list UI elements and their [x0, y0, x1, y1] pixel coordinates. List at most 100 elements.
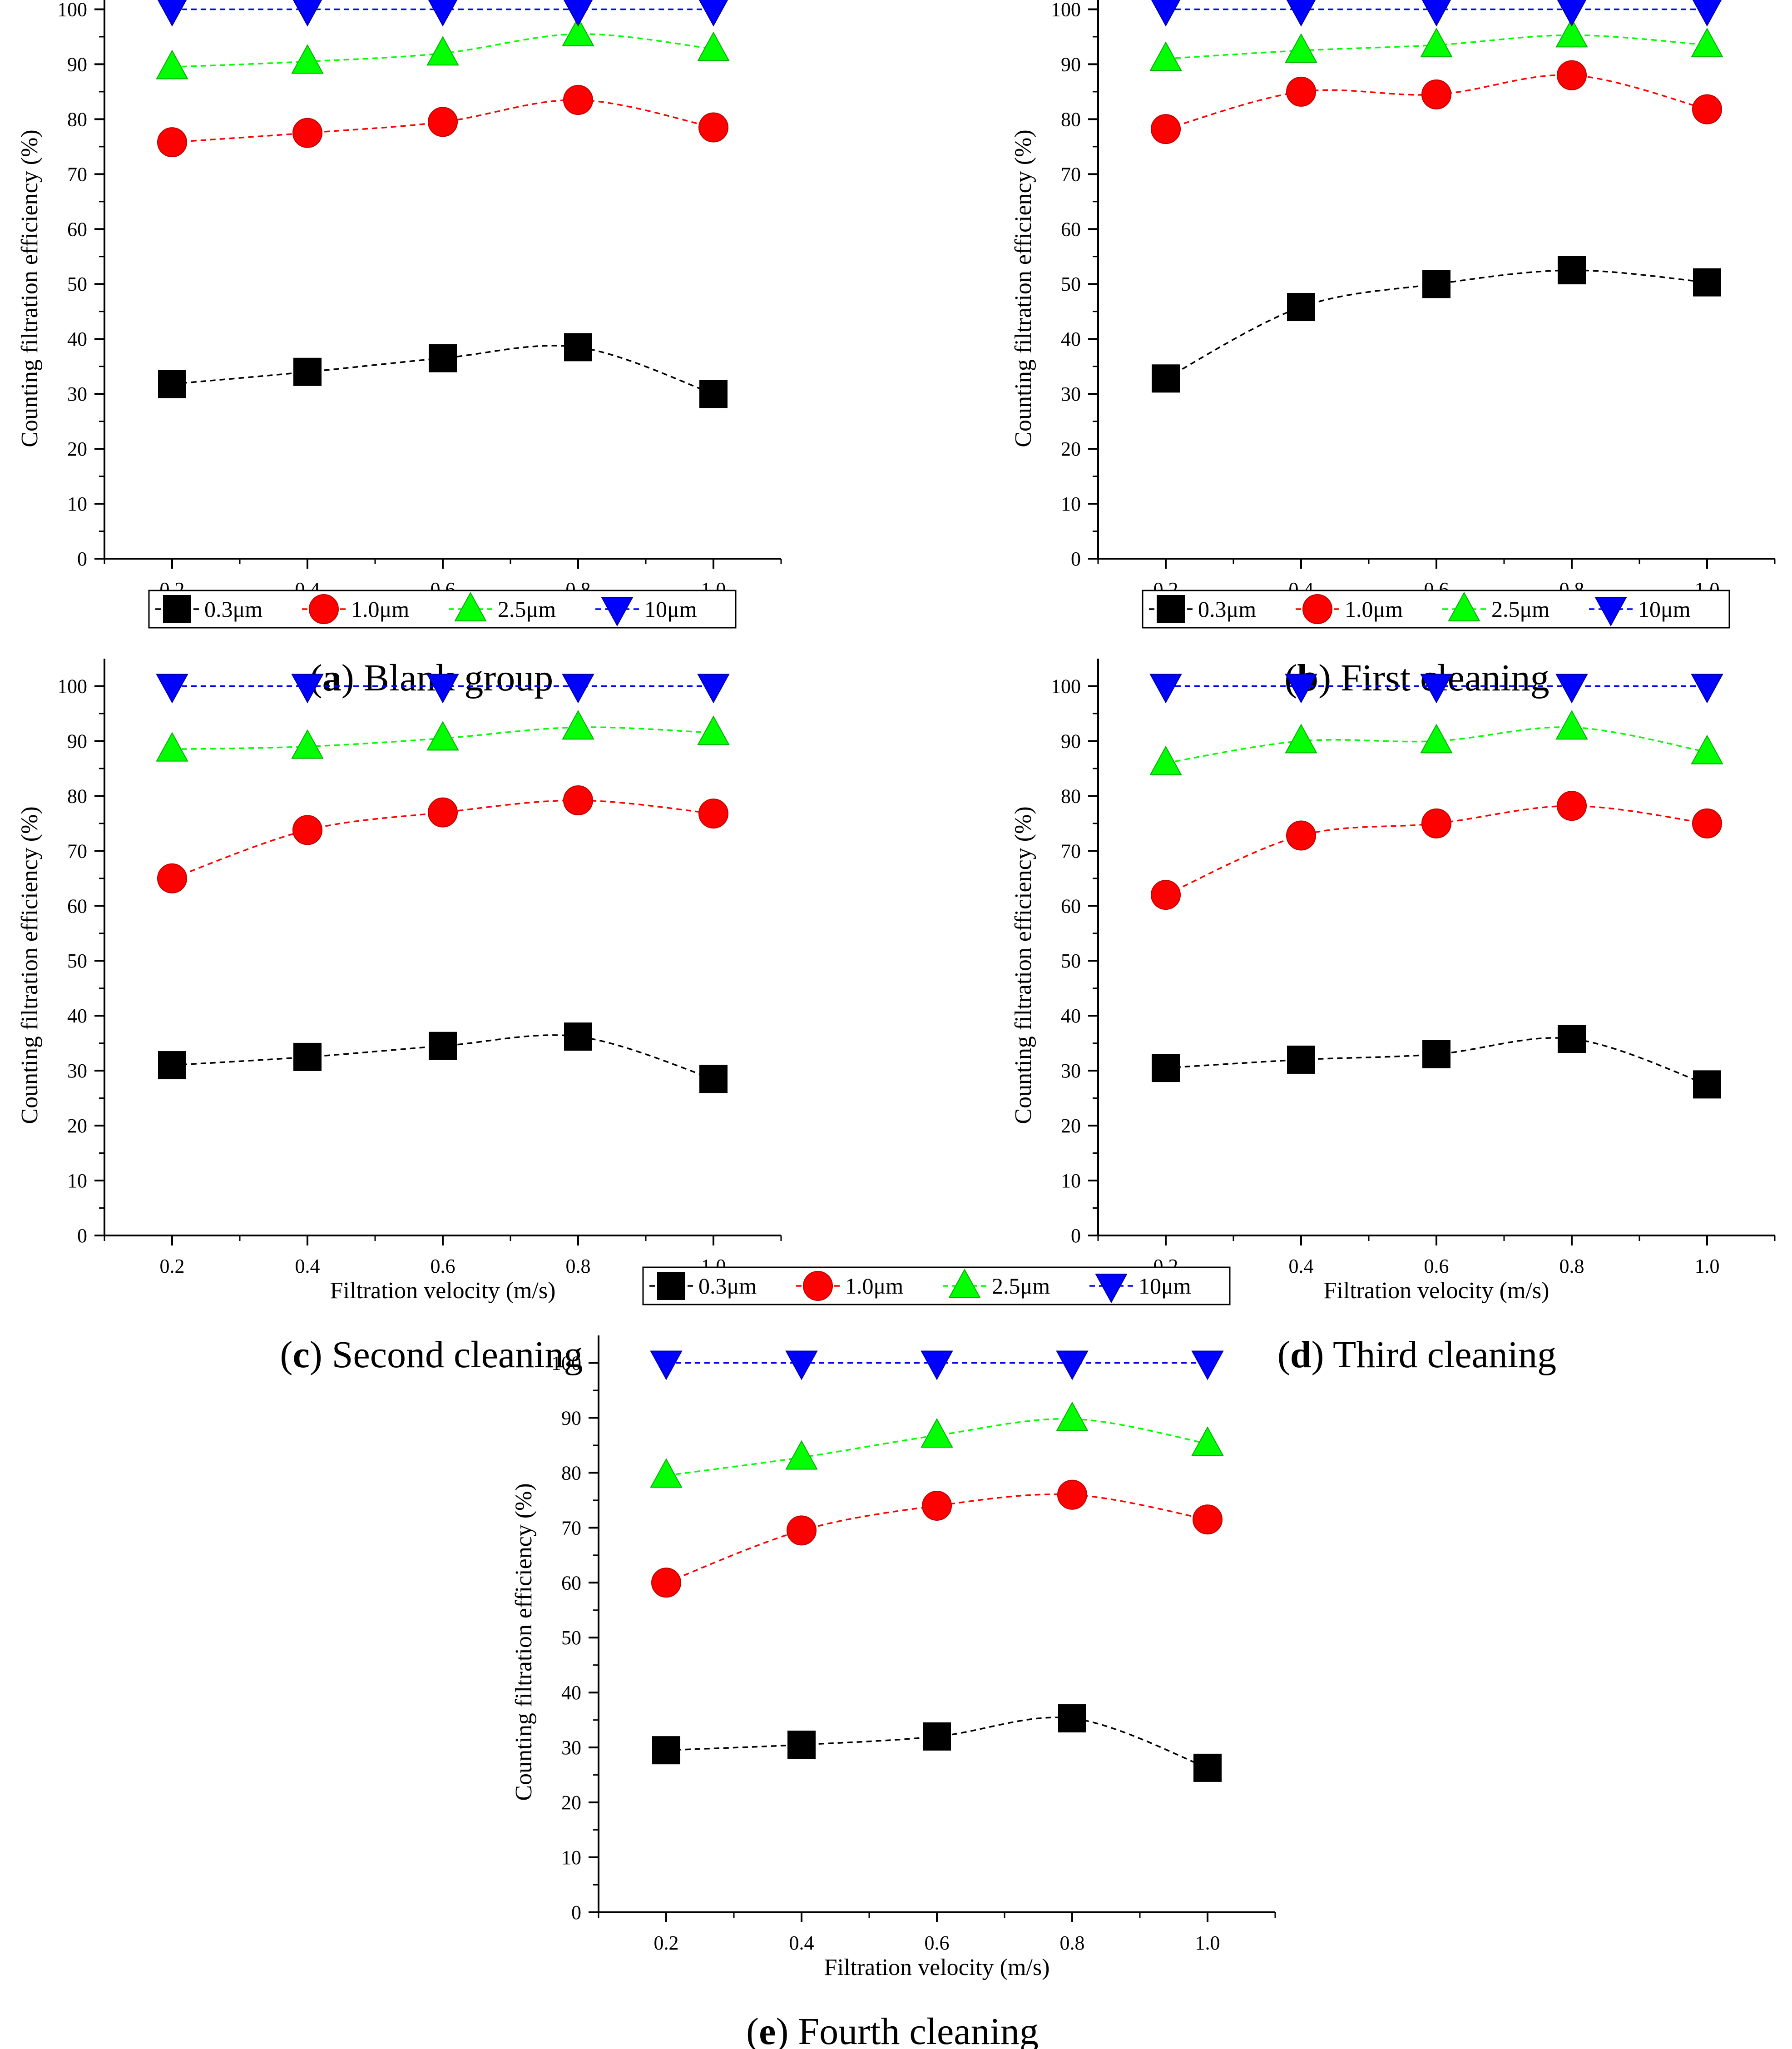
- data-point-0: [1693, 1070, 1721, 1099]
- y-axis-label: Counting filtration efficiency (%): [1010, 129, 1036, 447]
- y-tick-label: 100: [1051, 675, 1081, 697]
- y-tick-label: 80: [67, 785, 87, 807]
- data-point-1: [563, 85, 593, 115]
- data-point-0: [1152, 1054, 1180, 1082]
- y-tick-label: 70: [1061, 163, 1081, 185]
- x-tick-label: 0.6: [925, 1932, 950, 1954]
- data-point-0: [1193, 1753, 1222, 1782]
- data-point-3: [156, 674, 188, 704]
- data-point-2: [1149, 745, 1182, 775]
- data-point-1: [1557, 791, 1587, 821]
- y-tick-label: 30: [67, 383, 87, 405]
- data-point-0: [1558, 256, 1586, 284]
- data-point-0: [923, 1722, 951, 1751]
- y-tick-label: 10: [1061, 1170, 1081, 1192]
- y-tick-label: 70: [67, 163, 87, 185]
- y-tick-label: 50: [1061, 950, 1081, 972]
- data-point-1: [563, 785, 593, 816]
- x-axis-label: Filtration velocity (m/s): [824, 1955, 1050, 1980]
- series-line-2: [666, 1418, 1208, 1477]
- legend-label: 2.5μm: [992, 1273, 1050, 1299]
- y-tick-label: 20: [67, 1115, 87, 1137]
- y-tick-label: 70: [561, 1517, 581, 1539]
- data-point-3: [562, 674, 594, 704]
- legend-label: 0.3μm: [1198, 596, 1256, 622]
- data-point-0: [429, 1032, 457, 1060]
- legend-label: 0.3μm: [204, 596, 262, 622]
- data-point-2: [426, 36, 459, 66]
- y-tick-label: 90: [561, 1407, 581, 1429]
- y-tick-label: 100: [57, 675, 87, 697]
- data-point-2: [1149, 41, 1182, 71]
- data-point-0: [1422, 270, 1450, 298]
- data-point-1: [698, 112, 728, 143]
- data-point-3: [1191, 1350, 1224, 1380]
- data-point-3: [1420, 674, 1453, 704]
- data-point-2: [562, 16, 594, 46]
- panel-caption: (c) Second cleaning: [280, 1334, 583, 1376]
- panel-caption: (e) Fourth cleaning: [746, 2010, 1039, 2049]
- series-line-2: [1165, 726, 1708, 764]
- y-tick-label: 100: [57, 0, 87, 20]
- legend-label: 2.5μm: [498, 596, 556, 622]
- legend-marker: [657, 1272, 685, 1300]
- data-point-2: [921, 1418, 953, 1448]
- data-point-3: [1557, 0, 1587, 27]
- data-point-0: [158, 370, 186, 398]
- y-tick-label: 40: [67, 1005, 87, 1027]
- y-tick-label: 10: [1061, 493, 1081, 515]
- data-point-3: [1151, 0, 1181, 27]
- data-point-3: [428, 0, 458, 27]
- legend-marker: [948, 1268, 981, 1298]
- data-point-3: [650, 1350, 683, 1380]
- panel-e: 0 10 20 30 40 50 60 70 80 90 100 0.2 0.4 0.6 0.8 1.0 Fil…: [511, 1266, 1276, 2049]
- y-tick-label: 60: [1061, 218, 1081, 240]
- data-point-0: [1287, 1045, 1315, 1074]
- y-tick-label: 40: [561, 1682, 581, 1704]
- data-point-1: [698, 799, 728, 829]
- data-point-2: [1285, 724, 1317, 754]
- legend-marker: [1095, 1274, 1128, 1304]
- x-tick-label: 0.8: [1060, 1932, 1085, 1954]
- data-point-0: [699, 380, 728, 408]
- y-tick-label: 90: [67, 730, 87, 752]
- data-point-1: [157, 127, 187, 158]
- data-point-0: [1693, 268, 1721, 297]
- data-point-1: [922, 1490, 952, 1521]
- data-point-1: [1692, 94, 1722, 124]
- data-point-2: [291, 44, 324, 74]
- data-point-1: [1151, 114, 1181, 144]
- data-point-1: [428, 107, 458, 137]
- legend-label: 0.3μm: [698, 1273, 757, 1299]
- data-point-1: [157, 863, 187, 893]
- y-tick-label: 30: [1061, 1060, 1081, 1082]
- legend-marker: [309, 594, 339, 624]
- y-tick-label: 60: [67, 218, 87, 240]
- data-point-3: [1421, 0, 1451, 27]
- y-tick-label: 100: [1051, 0, 1081, 20]
- data-point-0: [652, 1736, 680, 1765]
- y-tick-label: 30: [1061, 383, 1081, 405]
- data-point-0: [1287, 293, 1315, 322]
- data-point-3: [1285, 674, 1317, 704]
- x-tick-label: 0.4: [1289, 1255, 1314, 1277]
- y-tick-label: 10: [67, 1170, 87, 1192]
- data-point-3: [1691, 674, 1723, 704]
- x-tick-label: 1.0: [1195, 1932, 1220, 1954]
- y-tick-label: 0: [77, 548, 87, 570]
- data-point-2: [1555, 710, 1588, 740]
- y-tick-label: 30: [67, 1060, 87, 1082]
- y-tick-label: 50: [67, 950, 87, 972]
- legend-marker: [1302, 594, 1332, 624]
- x-axis-label: Filtration velocity (m/s): [330, 1278, 556, 1304]
- y-tick-label: 30: [561, 1736, 581, 1759]
- data-point-1: [292, 118, 322, 148]
- data-point-0: [787, 1731, 816, 1759]
- data-point-0: [1558, 1024, 1586, 1053]
- data-point-0: [564, 1022, 592, 1051]
- data-point-0: [699, 1065, 728, 1093]
- y-tick-label: 0: [1071, 548, 1081, 570]
